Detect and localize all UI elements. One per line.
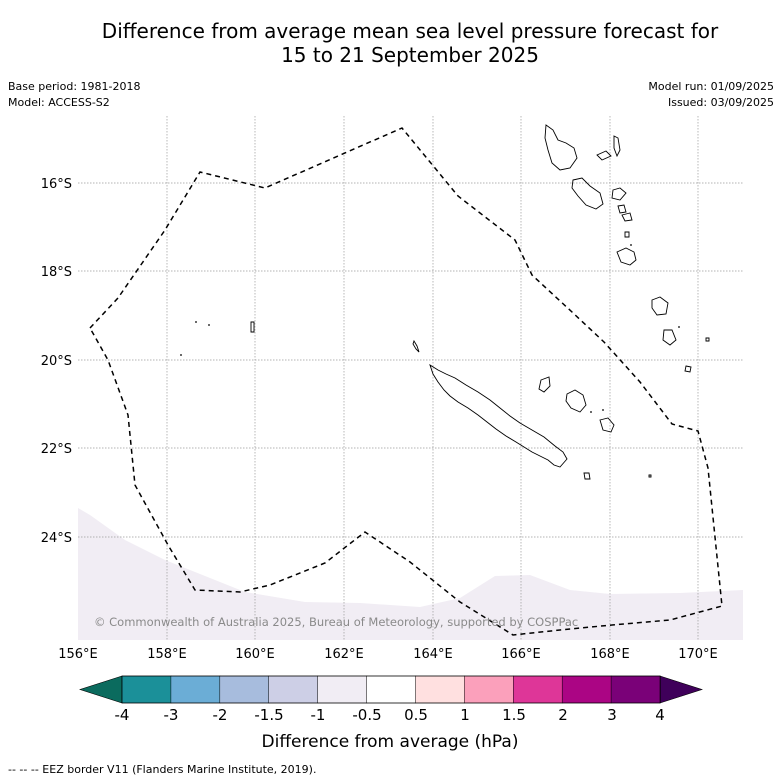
lon-label: 158°E: [147, 647, 187, 662]
title-line-2: 15 to 21 September 2025: [281, 43, 539, 67]
colorbar-cell: [464, 675, 514, 704]
colorbar-tick-label: -0.5: [352, 706, 381, 724]
loyalty-ouvea: [538, 376, 551, 393]
model-name: Model: ACCESS-S2: [8, 96, 110, 109]
new-caledonia-coast: [429, 363, 568, 468]
colorbar: [79, 675, 703, 704]
colorbar-tick-labels: -4 -3 -2 -1.5 -1 -0.5 0.5 1 1.5 2 3 4: [115, 706, 665, 724]
colorbar-tick-label: 0.5: [404, 706, 428, 724]
vanuatu-ambrym: [617, 204, 627, 214]
lat-label: 18°S: [41, 265, 72, 280]
vanuatu-erromango: [651, 296, 669, 316]
base-period: Base period: 1981-2018: [8, 80, 141, 93]
lon-label: 168°E: [590, 647, 630, 662]
model-run: Model run: 01/09/2025: [648, 80, 774, 93]
vanuatu-malakula: [571, 177, 604, 210]
eez-footnote: -- -- -- EEZ border V11 (Flanders Marine…: [8, 763, 317, 776]
colorbar-cell: [268, 675, 319, 704]
colorbar-cell: [366, 675, 417, 704]
reef-dot: [602, 409, 604, 411]
reef-dot: [630, 244, 632, 246]
walpole-island: [648, 474, 652, 478]
colorbar-cells: [121, 675, 661, 704]
colorbar-tick-label: -1: [311, 706, 326, 724]
colorbar-cell: [170, 675, 221, 704]
reef-dots: [180, 244, 680, 413]
matthew-island: [705, 337, 710, 342]
belep-islands: [412, 339, 420, 353]
gridlines: [78, 116, 743, 640]
vanuatu-efate: [616, 247, 637, 266]
vanuatu-epi: [621, 212, 633, 222]
vanuatu-shepherd: [624, 231, 630, 238]
colorbar-high-extend: [659, 675, 703, 704]
colorbar-title: Difference from average (hPa): [262, 732, 519, 752]
reef-dot: [678, 326, 680, 328]
lat-label: 22°S: [41, 442, 72, 457]
map-area: © Commonwealth of Australia 2025, Bureau…: [78, 116, 743, 640]
colorbar-outline: [121, 675, 661, 704]
colorbar-cell: [513, 675, 563, 704]
colorbar-cell: [317, 675, 368, 704]
isle-of-pines: [583, 472, 591, 480]
lon-label: 164°E: [413, 647, 453, 662]
coastlines: [250, 124, 710, 480]
colorbar-tick-label: -4: [115, 706, 130, 724]
colorbar-cell: [561, 675, 612, 704]
loyalty-mare: [599, 417, 615, 433]
lon-label: 156°E: [58, 647, 98, 662]
colorbar-low-extend: [79, 675, 123, 704]
vanuatu-maewo: [613, 135, 621, 158]
lon-label: 160°E: [235, 647, 275, 662]
colorbar-tick-label: 2: [558, 706, 568, 724]
vanuatu-ambae: [596, 150, 612, 161]
colorbar-tick-label: -1.5: [254, 706, 283, 724]
issued-date: Issued: 03/09/2025: [667, 96, 774, 109]
reef-dot: [195, 321, 197, 323]
title-line-1: Difference from average mean sea level p…: [101, 19, 719, 43]
latitude-labels: 16°S 18°S 20°S 22°S 24°S: [41, 177, 72, 546]
lon-label: 162°E: [324, 647, 364, 662]
copyright-text: © Commonwealth of Australia 2025, Bureau…: [94, 615, 578, 629]
lon-label: 170°E: [678, 647, 718, 662]
colorbar-cell: [415, 675, 466, 704]
lat-label: 16°S: [41, 177, 72, 192]
colorbar-cell: [121, 675, 172, 704]
lon-label: 166°E: [501, 647, 541, 662]
chesterfield-reef: [250, 321, 255, 333]
vanuatu-tanna: [662, 329, 677, 346]
longitude-labels: 156°E 158°E 160°E 162°E 164°E 166°E 168°…: [58, 647, 718, 662]
colorbar-tick-label: -3: [164, 706, 179, 724]
colorbar-tick-label: 1.5: [502, 706, 526, 724]
reef-dot: [180, 354, 182, 356]
eez-border: [89, 127, 723, 636]
vanuatu-pentecost: [611, 187, 627, 201]
colorbar-tick-label: 4: [655, 706, 665, 724]
colorbar-tick-label: 3: [607, 706, 617, 724]
anomaly-shading: [78, 508, 743, 640]
colorbar-cell: [610, 675, 661, 704]
colorbar-tick-label: 1: [460, 706, 470, 724]
lat-label: 24°S: [41, 531, 72, 546]
reef-dot: [208, 324, 210, 326]
vanuatu-aneityum: [684, 365, 692, 373]
reef-dot: [590, 411, 592, 413]
loyalty-lifou: [565, 389, 587, 413]
colorbar-tick-label: -2: [213, 706, 228, 724]
lat-label: 20°S: [41, 354, 72, 369]
colorbar-cell: [219, 675, 270, 704]
vanuatu-espiritu-santo: [544, 124, 578, 171]
